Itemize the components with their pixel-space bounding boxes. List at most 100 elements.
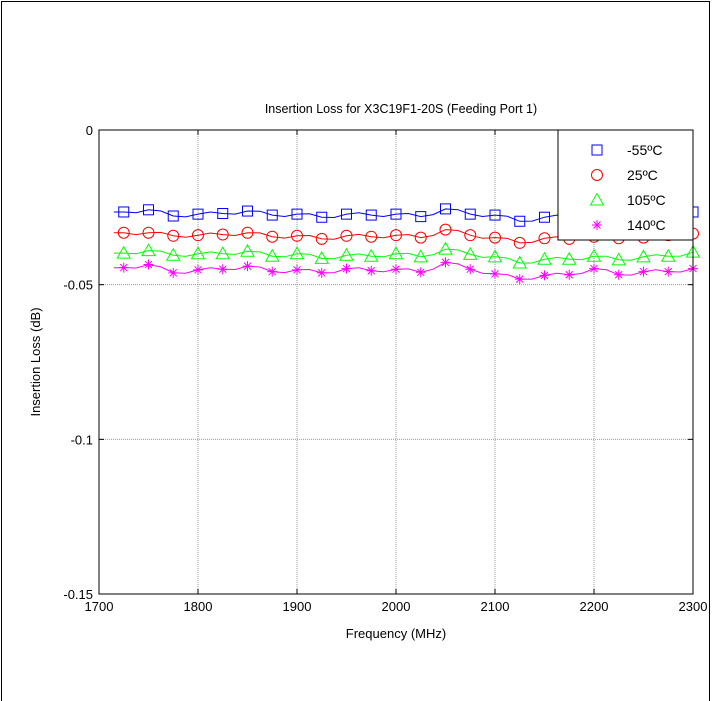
data-point bbox=[142, 226, 155, 239]
data-point bbox=[116, 245, 132, 259]
data-point bbox=[167, 210, 179, 222]
data-point bbox=[586, 248, 602, 262]
data-point bbox=[267, 266, 278, 277]
data-point bbox=[340, 229, 353, 242]
x-tick-label: 1800 bbox=[184, 599, 213, 614]
legend: -55ºC 25ºC 105ºC 140ºC bbox=[557, 129, 694, 241]
y-tick-label: 0 bbox=[86, 123, 93, 138]
data-point bbox=[266, 209, 278, 221]
legend-label: 25ºC bbox=[627, 167, 658, 183]
legend-label: 140ºC bbox=[627, 217, 666, 233]
series-3 bbox=[113, 241, 701, 269]
data-point bbox=[538, 232, 551, 245]
data-point bbox=[490, 268, 500, 279]
data-point bbox=[660, 248, 676, 262]
y-tick-label: -0.15 bbox=[63, 587, 93, 602]
data-point bbox=[464, 229, 477, 242]
data-point bbox=[215, 246, 231, 260]
legend-marker bbox=[591, 169, 603, 181]
gridlines bbox=[99, 130, 693, 594]
x-tick-label: 2200 bbox=[580, 599, 609, 614]
data-point bbox=[190, 246, 206, 260]
legend-marker bbox=[592, 220, 602, 230]
data-point bbox=[513, 236, 526, 249]
data-point bbox=[537, 251, 552, 265]
data-point bbox=[193, 264, 203, 275]
series-4 bbox=[113, 257, 698, 285]
data-point bbox=[291, 208, 303, 220]
y-tick-label: -0.05 bbox=[63, 278, 93, 293]
data-point bbox=[636, 249, 651, 263]
data-point bbox=[512, 255, 528, 269]
x-tick-label: 1700 bbox=[85, 599, 114, 614]
series-line bbox=[113, 248, 694, 264]
data-point bbox=[539, 270, 550, 281]
data-point bbox=[439, 223, 452, 236]
chart-title: Insertion Loss for X3C19F1-20S (Feeding … bbox=[265, 102, 537, 116]
data-point bbox=[390, 229, 402, 242]
data-point bbox=[390, 208, 402, 220]
data-point bbox=[315, 232, 328, 245]
data-point bbox=[316, 267, 327, 278]
x-tick-label: 1900 bbox=[283, 599, 312, 614]
data-point bbox=[266, 230, 279, 243]
data-point bbox=[440, 203, 451, 215]
data-point bbox=[539, 211, 550, 223]
data-point bbox=[240, 243, 255, 257]
data-point bbox=[241, 226, 254, 239]
data-point bbox=[464, 208, 476, 220]
data-point bbox=[118, 262, 129, 273]
line-chart: Insertion Loss for X3C19F1-20S (Feeding … bbox=[28, 102, 707, 641]
data-point bbox=[489, 231, 501, 244]
series-group bbox=[113, 203, 701, 285]
data-point bbox=[341, 208, 352, 220]
data-point bbox=[192, 229, 204, 242]
data-point bbox=[165, 247, 181, 261]
data-point bbox=[341, 263, 352, 274]
data-point bbox=[465, 264, 476, 275]
legend-marker bbox=[589, 192, 605, 206]
data-point bbox=[339, 247, 354, 261]
axis-ticks: 1700 1800 1900 2000 2100 2200 2300 -0.15 -0.1 -0.… bbox=[63, 123, 707, 614]
data-point bbox=[388, 246, 404, 260]
data-point bbox=[167, 229, 180, 242]
data-point bbox=[440, 257, 451, 268]
data-point bbox=[414, 231, 427, 244]
data-point bbox=[514, 215, 526, 227]
data-point bbox=[462, 246, 478, 260]
data-point bbox=[415, 267, 426, 278]
legend-label: 105ºC bbox=[627, 192, 666, 208]
data-point bbox=[192, 208, 204, 220]
data-point bbox=[289, 246, 305, 260]
data-point bbox=[292, 264, 302, 275]
data-point bbox=[589, 263, 599, 274]
data-point bbox=[663, 266, 674, 277]
data-point bbox=[316, 211, 328, 223]
data-point bbox=[366, 265, 377, 276]
data-point bbox=[611, 252, 627, 266]
data-point bbox=[487, 249, 503, 263]
x-tick-label: 2000 bbox=[382, 599, 411, 614]
data-point bbox=[242, 261, 253, 272]
data-point bbox=[365, 209, 377, 221]
data-point bbox=[365, 230, 378, 243]
data-point bbox=[143, 259, 154, 270]
x-tick-label: 2300 bbox=[679, 599, 708, 614]
data-point bbox=[613, 269, 624, 280]
data-point bbox=[242, 205, 253, 217]
data-point bbox=[216, 228, 229, 241]
data-point bbox=[168, 267, 179, 278]
data-point bbox=[514, 274, 525, 285]
series-line bbox=[113, 261, 694, 280]
y-tick-label: -0.1 bbox=[71, 432, 93, 447]
data-point bbox=[117, 226, 130, 239]
data-point bbox=[217, 208, 229, 220]
legend-marker bbox=[591, 144, 603, 156]
data-point bbox=[438, 241, 453, 255]
data-point bbox=[564, 269, 575, 280]
x-tick-label: 2100 bbox=[481, 599, 510, 614]
legend-box bbox=[557, 129, 694, 241]
data-point bbox=[638, 266, 649, 277]
data-point bbox=[413, 249, 429, 263]
